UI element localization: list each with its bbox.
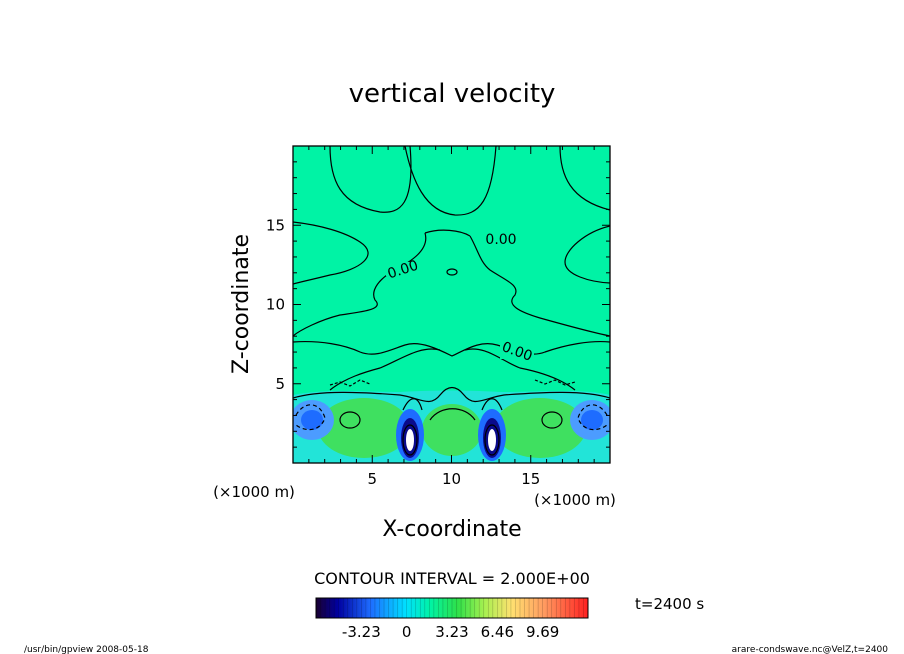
x-units-label: (×1000 m) <box>534 491 616 509</box>
contour-label-bg <box>482 231 520 245</box>
contour-lines <box>293 146 610 456</box>
colorbar-stripes <box>320 598 584 618</box>
chart-title: vertical velocity <box>349 79 556 109</box>
colorbar-tick-label: 0 <box>402 623 412 641</box>
colorbar-tick-label: 3.23 <box>435 623 468 641</box>
x-tick-label: 10 <box>442 470 461 488</box>
weak-updraft-right <box>494 398 586 458</box>
contour-interval-label: CONTOUR INTERVAL = 2.000E+00 <box>314 569 590 588</box>
contour-label-bg <box>386 262 420 276</box>
contour-line <box>469 235 610 337</box>
time-label: t=2400 s <box>635 595 704 613</box>
contour-label-bg <box>500 345 534 359</box>
contour-line <box>464 348 576 391</box>
updraft-right <box>488 429 496 451</box>
colorbar-tick-labels: -3.23 0 3.23 6.46 9.69 <box>342 623 559 641</box>
contour-line <box>293 232 427 337</box>
footer-right: arare-condswave.nc@VelZ,t=2400 <box>732 645 889 654</box>
contour-line <box>564 225 610 284</box>
colorbar-tick-label: -3.23 <box>342 623 381 641</box>
x-axis-title: X-coordinate <box>382 517 521 542</box>
weak-updraft-center <box>422 404 482 456</box>
x-tick-label: 15 <box>521 470 540 488</box>
contour-line <box>429 408 476 421</box>
y-tick-label: 10 <box>266 296 285 314</box>
colorbar-tick-label: 6.46 <box>481 623 514 641</box>
y-units-label: (×1000 m) <box>213 483 295 501</box>
axis-ticks <box>292 145 611 464</box>
contour-line <box>484 424 500 456</box>
footer-left: /usr/bin/gpview 2008-05-18 <box>24 645 149 654</box>
y-tick-labels: 5 10 15 <box>266 216 285 393</box>
contour-line <box>295 404 326 431</box>
contour-line <box>293 221 369 285</box>
field-features <box>293 390 610 463</box>
contour-line <box>534 379 576 386</box>
downdraft-right-edge-core <box>581 410 603 430</box>
y-tick-label: 5 <box>275 375 285 393</box>
contour-line <box>541 411 563 429</box>
contour-line <box>293 386 610 403</box>
contour-line <box>404 146 497 216</box>
weak-updraft-left <box>318 398 410 458</box>
contour-line <box>339 411 361 429</box>
colorbar-tick-label: 9.69 <box>526 623 559 641</box>
contour-line <box>559 146 610 211</box>
x-tick-labels: 5 10 15 <box>367 470 540 488</box>
contour-line <box>329 146 412 213</box>
contour-line <box>293 340 610 357</box>
downdraft-left-edge-core <box>301 410 323 430</box>
colorbar <box>315 597 589 619</box>
y-tick-label: 15 <box>266 216 285 234</box>
y-axis-title: Z-coordinate <box>229 234 254 374</box>
contour-line <box>424 229 471 237</box>
contour-line <box>446 268 458 276</box>
contour-line <box>577 404 608 431</box>
contour-line <box>481 398 503 411</box>
contour-line <box>402 398 423 411</box>
contour-line <box>329 348 441 391</box>
contour-label: 0.00 <box>485 232 516 248</box>
contour-line <box>329 379 371 387</box>
x-tick-label: 5 <box>367 470 377 488</box>
contour-line <box>402 424 418 456</box>
updraft-left <box>406 429 414 451</box>
